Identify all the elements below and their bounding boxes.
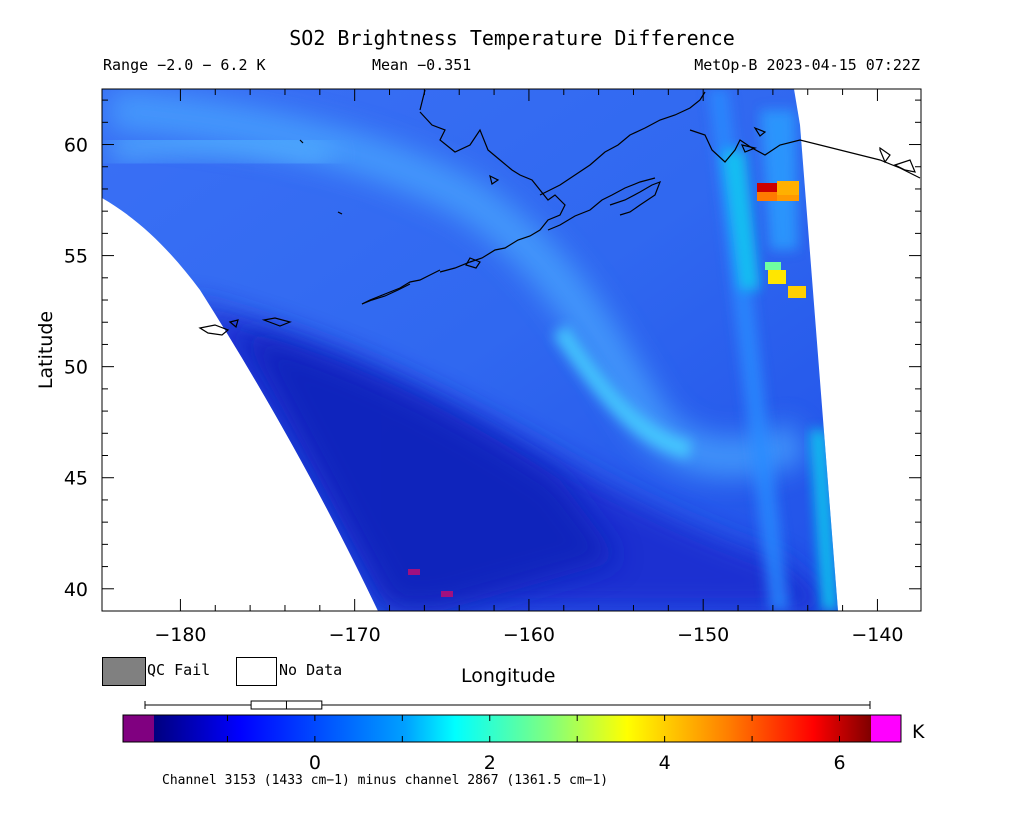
y-tick-label: 40 xyxy=(64,579,88,601)
colorbar-unit: K xyxy=(912,721,925,743)
y-tick-label: 50 xyxy=(64,357,88,379)
axis-tick-labels: −180 −170 −160 −150 −140 40 45 50 55 60 xyxy=(64,135,904,646)
y-tick-label: 55 xyxy=(64,246,88,268)
y-tick-label: 60 xyxy=(64,135,88,157)
y-axis-label: Latitude xyxy=(35,310,57,390)
satellite-timestamp: MetOp-B 2023-04-15 07:22Z xyxy=(694,56,920,74)
colorbar-tick-label: 2 xyxy=(484,752,496,774)
colorbar-tick-label: 0 xyxy=(309,752,321,774)
colorbar-frame xyxy=(122,714,902,743)
coastlines xyxy=(198,89,921,336)
x-tick-label: −170 xyxy=(329,624,381,646)
colorbar-tick-label: 6 xyxy=(833,752,845,774)
colorbar-overflow xyxy=(871,715,901,742)
qc-fail-label: QC Fail xyxy=(147,661,211,679)
x-axis-label: Longitude xyxy=(461,665,556,687)
qc-fail-swatch xyxy=(102,657,146,686)
channel-description: Channel 3153 (1433 cm−1) minus channel 2… xyxy=(162,773,609,788)
mean-text: Mean −0.351 xyxy=(372,56,472,74)
range-text: Range −2.0 − 6.2 K xyxy=(103,56,266,74)
no-data-label: No Data xyxy=(279,661,343,679)
colorbar-ticks xyxy=(226,715,841,742)
x-tick-label: −160 xyxy=(503,624,555,646)
axis-ticks xyxy=(102,89,921,611)
colorbar-underflow xyxy=(123,715,154,742)
colorbar: 0 2 4 6 K xyxy=(122,700,925,774)
colorbar-tick-label: 4 xyxy=(659,752,671,774)
x-tick-label: −140 xyxy=(851,624,903,646)
y-tick-label: 45 xyxy=(64,468,88,490)
swath-data-field xyxy=(102,89,838,611)
colorbar-tick-labels: 0 2 4 6 xyxy=(309,752,846,774)
no-data-swatch xyxy=(236,657,277,686)
plot-frame xyxy=(101,88,922,612)
x-tick-label: −180 xyxy=(154,624,206,646)
colorbar-gradient xyxy=(154,715,871,742)
x-tick-label: −150 xyxy=(677,624,729,646)
chart-title: SO2 Brightness Temperature Difference xyxy=(289,26,735,50)
